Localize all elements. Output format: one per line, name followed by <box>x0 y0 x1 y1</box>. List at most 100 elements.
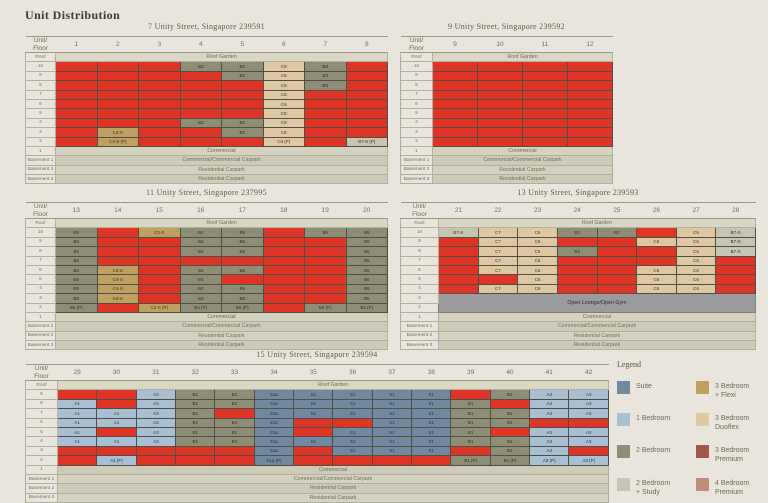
unit-cell[interactable] <box>293 445 334 457</box>
unit-cell[interactable]: C4-S <box>96 264 139 276</box>
unit-cell[interactable]: B7-S <box>715 227 756 238</box>
unit-cell[interactable]: C6 <box>262 70 305 82</box>
unit-cell[interactable] <box>262 264 305 276</box>
unit-cell[interactable] <box>556 274 598 285</box>
unit-cell[interactable] <box>138 61 181 72</box>
unit-cell[interactable] <box>304 255 347 266</box>
unit-cell[interactable] <box>138 127 181 138</box>
unit-cell[interactable]: B2 <box>556 246 598 257</box>
unit-cell[interactable] <box>96 108 139 119</box>
unit-cell[interactable]: B3 <box>304 61 347 72</box>
unit-cell[interactable] <box>304 117 347 129</box>
unit-cell[interactable] <box>489 426 531 438</box>
unit-cell[interactable]: B5 <box>345 255 388 266</box>
unit-cell[interactable] <box>304 89 347 100</box>
unit-cell[interactable] <box>55 70 98 82</box>
unit-cell[interactable] <box>636 227 677 238</box>
unit-cell[interactable]: S1a <box>253 408 295 419</box>
unit-cell[interactable]: A3 <box>568 398 609 410</box>
unit-cell[interactable] <box>96 70 139 82</box>
unit-cell[interactable] <box>596 246 638 257</box>
unit-cell[interactable]: S1 <box>332 445 373 457</box>
unit-cell[interactable] <box>96 389 137 400</box>
unit-cell[interactable] <box>304 108 347 119</box>
unit-cell[interactable]: B5 <box>55 283 98 295</box>
unit-cell[interactable] <box>262 274 305 285</box>
unit-cell[interactable] <box>522 89 568 100</box>
unit-cell[interactable]: S1 <box>411 417 452 428</box>
unit-cell[interactable]: B1 (P) <box>450 455 491 466</box>
unit-cell[interactable]: B1 <box>175 436 216 447</box>
unit-cell[interactable] <box>529 417 570 428</box>
unit-cell[interactable]: C6 <box>675 236 717 248</box>
unit-cell[interactable] <box>179 70 222 82</box>
unit-cell[interactable]: C6 <box>675 283 717 295</box>
unit-cell[interactable] <box>636 255 677 266</box>
unit-cell[interactable] <box>214 445 255 457</box>
unit-cell[interactable]: A3 <box>135 408 177 419</box>
unit-cell[interactable]: C7 <box>477 236 519 248</box>
unit-cell[interactable] <box>138 89 181 100</box>
unit-cell[interactable]: A3 <box>529 389 570 400</box>
unit-cell[interactable] <box>411 455 452 466</box>
unit-cell[interactable]: A1 <box>56 426 98 438</box>
unit-cell[interactable] <box>138 117 181 129</box>
unit-cell[interactable] <box>556 264 598 276</box>
unit-cell[interactable]: C6 <box>675 246 717 257</box>
unit-cell[interactable] <box>432 108 478 119</box>
unit-cell[interactable] <box>135 455 177 466</box>
unit-cell[interactable]: B2 <box>221 127 264 138</box>
unit-cell[interactable] <box>522 61 568 72</box>
unit-cell[interactable] <box>214 408 255 419</box>
unit-cell[interactable]: A3 (P) <box>529 455 570 466</box>
unit-cell[interactable]: B6 <box>221 246 264 257</box>
unit-cell[interactable]: C6 <box>262 98 305 110</box>
unit-cell[interactable]: B1 <box>175 426 216 438</box>
unit-cell[interactable] <box>567 98 613 110</box>
unit-cell[interactable] <box>293 455 334 466</box>
unit-cell[interactable] <box>432 70 478 82</box>
unit-cell[interactable]: B5 <box>55 227 98 238</box>
unit-cell[interactable]: C6 <box>262 117 305 129</box>
unit-cell[interactable]: A1 <box>56 398 98 410</box>
unit-cell[interactable]: C6 <box>262 108 305 119</box>
unit-cell[interactable]: B6 <box>221 264 264 276</box>
unit-cell[interactable]: C4-S <box>96 127 139 138</box>
unit-cell[interactable] <box>175 455 216 466</box>
unit-cell[interactable] <box>56 455 98 466</box>
unit-cell[interactable] <box>432 61 478 72</box>
unit-cell[interactable]: B5 <box>55 236 98 248</box>
unit-cell[interactable] <box>568 417 609 428</box>
unit-cell[interactable] <box>56 445 98 457</box>
unit-cell[interactable]: C6 <box>517 246 558 257</box>
unit-cell[interactable]: B1 <box>175 408 216 419</box>
unit-cell[interactable] <box>304 136 347 147</box>
unit-cell[interactable] <box>556 236 598 248</box>
unit-cell[interactable] <box>432 136 478 147</box>
unit-cell[interactable]: B5 <box>55 255 98 266</box>
unit-cell[interactable] <box>221 98 264 110</box>
unit-cell[interactable] <box>438 236 479 248</box>
unit-cell[interactable]: A3 <box>135 426 177 438</box>
unit-cell[interactable] <box>596 264 638 276</box>
unit-cell[interactable]: B6 <box>221 227 264 238</box>
unit-cell[interactable]: C2-S <box>138 227 181 238</box>
unit-cell[interactable] <box>138 246 181 257</box>
unit-cell[interactable] <box>138 236 181 248</box>
unit-cell[interactable]: A3 <box>529 408 570 419</box>
unit-cell[interactable]: S1 <box>371 408 413 419</box>
unit-cell[interactable] <box>138 283 181 295</box>
unit-cell[interactable] <box>221 80 264 91</box>
unit-cell[interactable] <box>179 127 222 138</box>
unit-cell[interactable] <box>262 246 305 257</box>
unit-cell[interactable]: B1 <box>489 417 531 428</box>
unit-cell[interactable]: B5 <box>345 293 388 304</box>
unit-cell[interactable]: S1a <box>253 398 295 410</box>
unit-cell[interactable] <box>432 117 478 129</box>
unit-cell[interactable] <box>304 246 347 257</box>
unit-cell[interactable]: A3 <box>568 426 609 438</box>
unit-cell[interactable]: S1a <box>253 445 295 457</box>
unit-cell[interactable]: A3 <box>568 408 609 419</box>
unit-cell[interactable] <box>138 98 181 110</box>
unit-cell[interactable]: C4-S <box>96 274 139 285</box>
